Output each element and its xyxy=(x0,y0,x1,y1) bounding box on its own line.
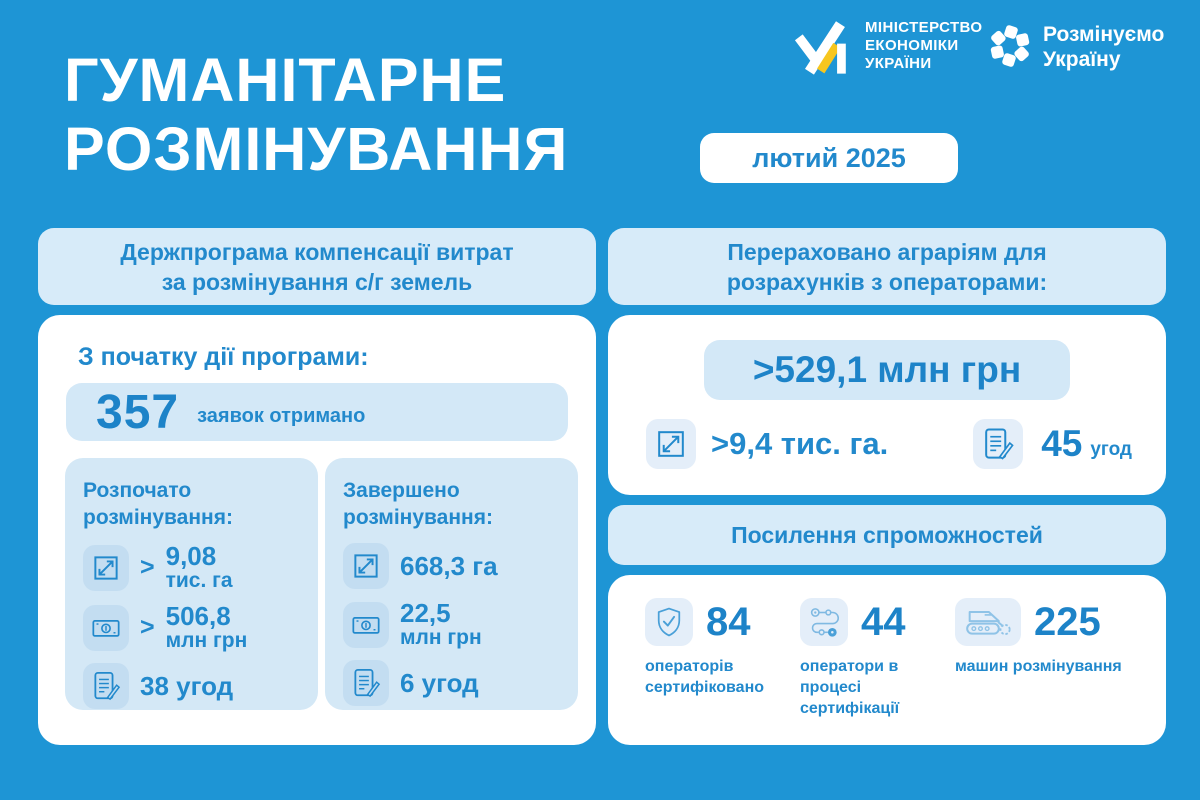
started-area-unit: тис. га xyxy=(165,569,233,592)
completed-area-row: 668,3 га xyxy=(343,543,560,589)
ministry-logo-line-3: УКРАЇНИ xyxy=(865,55,932,72)
since-start-label: З початку дії програми: xyxy=(78,343,369,371)
started-money-row: > 506,8 млн грн xyxy=(83,603,300,652)
started-agreements-row: 38 угод xyxy=(83,663,300,709)
demine-logo: Розмінуємо Україну xyxy=(986,22,1164,72)
demining-machines-value: 225 xyxy=(1034,599,1101,644)
started-agreements-value: 38 угод xyxy=(140,670,234,701)
completed-money-value: 22,5 xyxy=(400,598,451,628)
ministry-logo-icon xyxy=(794,21,846,75)
applications-label: заявок отримано xyxy=(197,404,366,427)
left-section-header: Держпрограма компенсації витрат за розмі… xyxy=(38,228,596,305)
demining-machines-label: машин розмінування xyxy=(955,658,1122,675)
applications-value: 357 xyxy=(96,385,180,439)
date-badge-label: лютий 2025 xyxy=(752,142,906,173)
shield-check-icon xyxy=(645,598,693,646)
transferred-agreements-group: 45 угод xyxy=(973,419,1132,469)
program-stats-card: З початку дії програми: 357 заявок отрим… xyxy=(38,315,596,745)
page-title-line-2: РОЗМІНУВАННЯ xyxy=(64,115,569,183)
machine-icon xyxy=(955,598,1021,646)
transferred-details-row: >9,4 тис. га. 45 угод xyxy=(646,419,1132,469)
demine-pinwheel-icon xyxy=(990,25,1030,67)
operators-in-certification-stat: 44 оператори в процесі сертифікації xyxy=(800,598,932,719)
demine-logo-line-2: Україну xyxy=(1043,48,1121,71)
transferred-area-value: >9,4 тис. га. xyxy=(711,426,889,461)
ministry-logo: МІНІСТЕРСТВО ЕКОНОМІКИ УКРАЇНИ xyxy=(793,16,982,76)
started-money-unit: млн грн xyxy=(165,629,248,652)
money-icon xyxy=(83,604,129,651)
process-icon xyxy=(800,598,848,646)
completed-agreements-value: 6 угод xyxy=(400,667,479,698)
capabilities-section-header: Посилення спроможностей xyxy=(608,505,1166,565)
started-area-value: 9,08 xyxy=(165,541,217,571)
certified-operators-label: операторів сертифіковано xyxy=(645,658,765,696)
ministry-logo-line-2: ЕКОНОМІКИ xyxy=(865,37,959,54)
contract-icon xyxy=(973,419,1024,469)
contract-icon xyxy=(83,663,129,709)
completed-money-row: 22,5 млн грн xyxy=(343,600,560,649)
transferred-section-header: Перераховано аграріям для розрахунків з … xyxy=(608,228,1166,305)
operators-in-certification-label: оператори в процесі сертифікації xyxy=(800,658,900,717)
capabilities-section-header-label: Посилення спроможностей xyxy=(731,522,1043,548)
completed-demining-card: Завершено розмінування: 668,3 га xyxy=(325,458,578,710)
left-section-header-label: Держпрограма компенсації витрат за розмі… xyxy=(120,238,514,295)
certified-operators-value: 84 xyxy=(706,599,751,644)
area-icon xyxy=(646,419,696,469)
completed-area-value: 668,3 га xyxy=(400,550,498,581)
demine-logo-text: Розмінуємо Україну xyxy=(1043,22,1164,72)
transferred-amount-pill: >529,1 млн грн xyxy=(704,340,1070,400)
operators-in-certification-value: 44 xyxy=(861,599,906,644)
started-area-row: > 9,08 тис. га xyxy=(83,543,300,592)
transferred-section-header-label: Перераховано аграріям для розрахунків з … xyxy=(726,238,1048,295)
capabilities-stats-card: 84 операторів сертифіковано xyxy=(608,575,1166,745)
contract-icon xyxy=(343,660,389,706)
completed-demining-title: Завершено розмінування: xyxy=(343,479,493,529)
area-icon xyxy=(83,544,129,591)
transferred-stats-card: >529,1 млн грн >9,4 тис. га. xyxy=(608,315,1166,495)
ministry-logo-text: МІНІСТЕРСТВО ЕКОНОМІКИ УКРАЇНИ xyxy=(865,19,982,73)
date-badge: лютий 2025 xyxy=(700,133,958,183)
greater-than-sign: > xyxy=(140,553,155,581)
started-demining-card: Розпочато розмінування: > 9,08 тис. га xyxy=(65,458,318,710)
greater-than-sign: > xyxy=(140,613,155,641)
transferred-agreements-value: 45 xyxy=(1041,423,1083,464)
page-title: ГУМАНІТАРНЕ РОЗМІНУВАННЯ xyxy=(64,46,568,184)
completed-agreements-row: 6 угод xyxy=(343,660,560,706)
demine-logo-line-1: Розмінуємо xyxy=(1043,23,1165,46)
demining-machines-stat: 225 машин розмінування xyxy=(955,598,1161,677)
ministry-logo-line-1: МІНІСТЕРСТВО xyxy=(865,19,983,36)
certified-operators-stat: 84 операторів сертифіковано xyxy=(645,598,795,698)
applications-pill: 357 заявок отримано xyxy=(66,383,568,441)
completed-money-unit: млн грн xyxy=(400,626,482,649)
transferred-agreements-unit: угод xyxy=(1090,439,1132,460)
transferred-amount-value: >529,1 млн грн xyxy=(752,349,1022,390)
page-title-line-1: ГУМАНІТАРНЕ xyxy=(64,46,507,114)
started-money-value: 506,8 xyxy=(165,601,231,631)
money-icon xyxy=(343,601,389,648)
area-icon xyxy=(343,543,389,589)
started-demining-title: Розпочато розмінування: xyxy=(83,479,233,529)
